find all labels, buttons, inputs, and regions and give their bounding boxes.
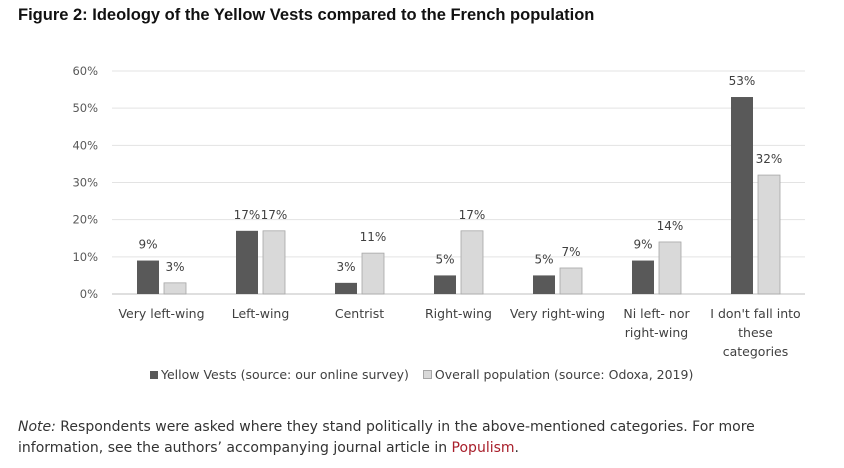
bar-overall-population [559,267,583,295]
bar-yellow-vests [731,97,753,295]
y-tick-label: 20% [72,213,98,227]
note-label: Note: [18,419,56,435]
data-label-overall-population: 32% [756,152,783,166]
y-tick-label: 0% [80,287,98,301]
bar-overall-population [163,282,187,295]
note-text: Respondents were asked where they stand … [18,419,755,456]
legend-swatch-yellow-vests [150,371,158,379]
data-label-yellow-vests: 5% [435,252,454,266]
data-label-overall-population: 7% [561,245,580,259]
legend-label-overall-population: Overall population (source: Odoxa, 2019) [434,367,694,382]
populism-link[interactable]: Populism [451,440,515,456]
category-label: right-wing [625,325,688,340]
gridlines [112,70,805,295]
y-tick-label: 30% [72,176,98,190]
y-tick-label: 40% [72,138,98,152]
legend-item-yellow-vests: Yellow Vests (source: our online survey) [150,367,413,382]
bar-yellow-vests [236,230,258,294]
bar-overall-population [460,230,484,295]
category-label: Very right-wing [510,306,605,321]
note-paragraph: Note: Respondents were asked where they … [18,417,838,459]
legend-item-overall-population: Overall population (source: Odoxa, 2019) [422,367,694,382]
bars [137,97,781,295]
figure-title: Figure 2: Ideology of the Yellow Vests c… [18,6,595,24]
legend-swatch-overall-population [422,370,432,379]
data-label-overall-population: 11% [360,230,387,244]
y-axis-ticks: 0% 10% 20% 30% 40% 50% 60% [72,64,98,301]
category-label: Very left-wing [118,306,204,321]
data-label-overall-population: 3% [165,260,184,274]
y-tick-label: 50% [72,101,98,115]
data-label-overall-population: 14% [657,219,684,233]
y-tick-label: 10% [72,250,98,264]
data-label-yellow-vests: 9% [633,238,652,252]
data-label-overall-population: 17% [261,208,288,222]
category-label: Left-wing [232,306,290,321]
note-end: . [514,440,519,456]
bar-overall-population [658,241,682,295]
bar-overall-population [757,174,781,295]
bar-yellow-vests [434,275,456,294]
category-label: I don't fall into [710,306,800,321]
data-label-yellow-vests: 3% [336,260,355,274]
category-label: Right-wing [425,306,492,321]
data-label-overall-population: 17% [459,208,486,222]
bar-yellow-vests [632,260,654,294]
category-label: Centrist [335,306,384,321]
bar-yellow-vests [335,282,357,294]
bar-overall-population [361,252,385,295]
category-label: categories [723,344,789,359]
category-label: these [738,325,773,340]
bar-chart: 0% 10% 20% 30% 40% 50% 60% 9% 17% 3% 5% 5% 9% 53% 3% 1… [72,64,805,359]
data-label-yellow-vests: 5% [534,252,553,266]
y-tick-label: 60% [72,64,98,78]
data-label-yellow-vests: 53% [729,74,756,88]
category-label: Ni left- nor [623,306,690,321]
data-labels: 9% 17% 3% 5% 5% 9% 53% 3% 17% 11% 17% 7% 14% 32% [138,74,782,274]
data-label-yellow-vests: 17% [234,208,261,222]
category-labels: Very left-wing Left-wing Centrist Right-win… [118,306,800,359]
legend-label-yellow-vests: Yellow Vests (source: our online survey) [161,367,409,382]
bar-yellow-vests [533,275,555,294]
bar-overall-population [262,230,286,295]
legend: Yellow Vests (source: our online survey)… [150,367,703,382]
data-label-yellow-vests: 9% [138,238,157,252]
bar-yellow-vests [137,260,159,294]
